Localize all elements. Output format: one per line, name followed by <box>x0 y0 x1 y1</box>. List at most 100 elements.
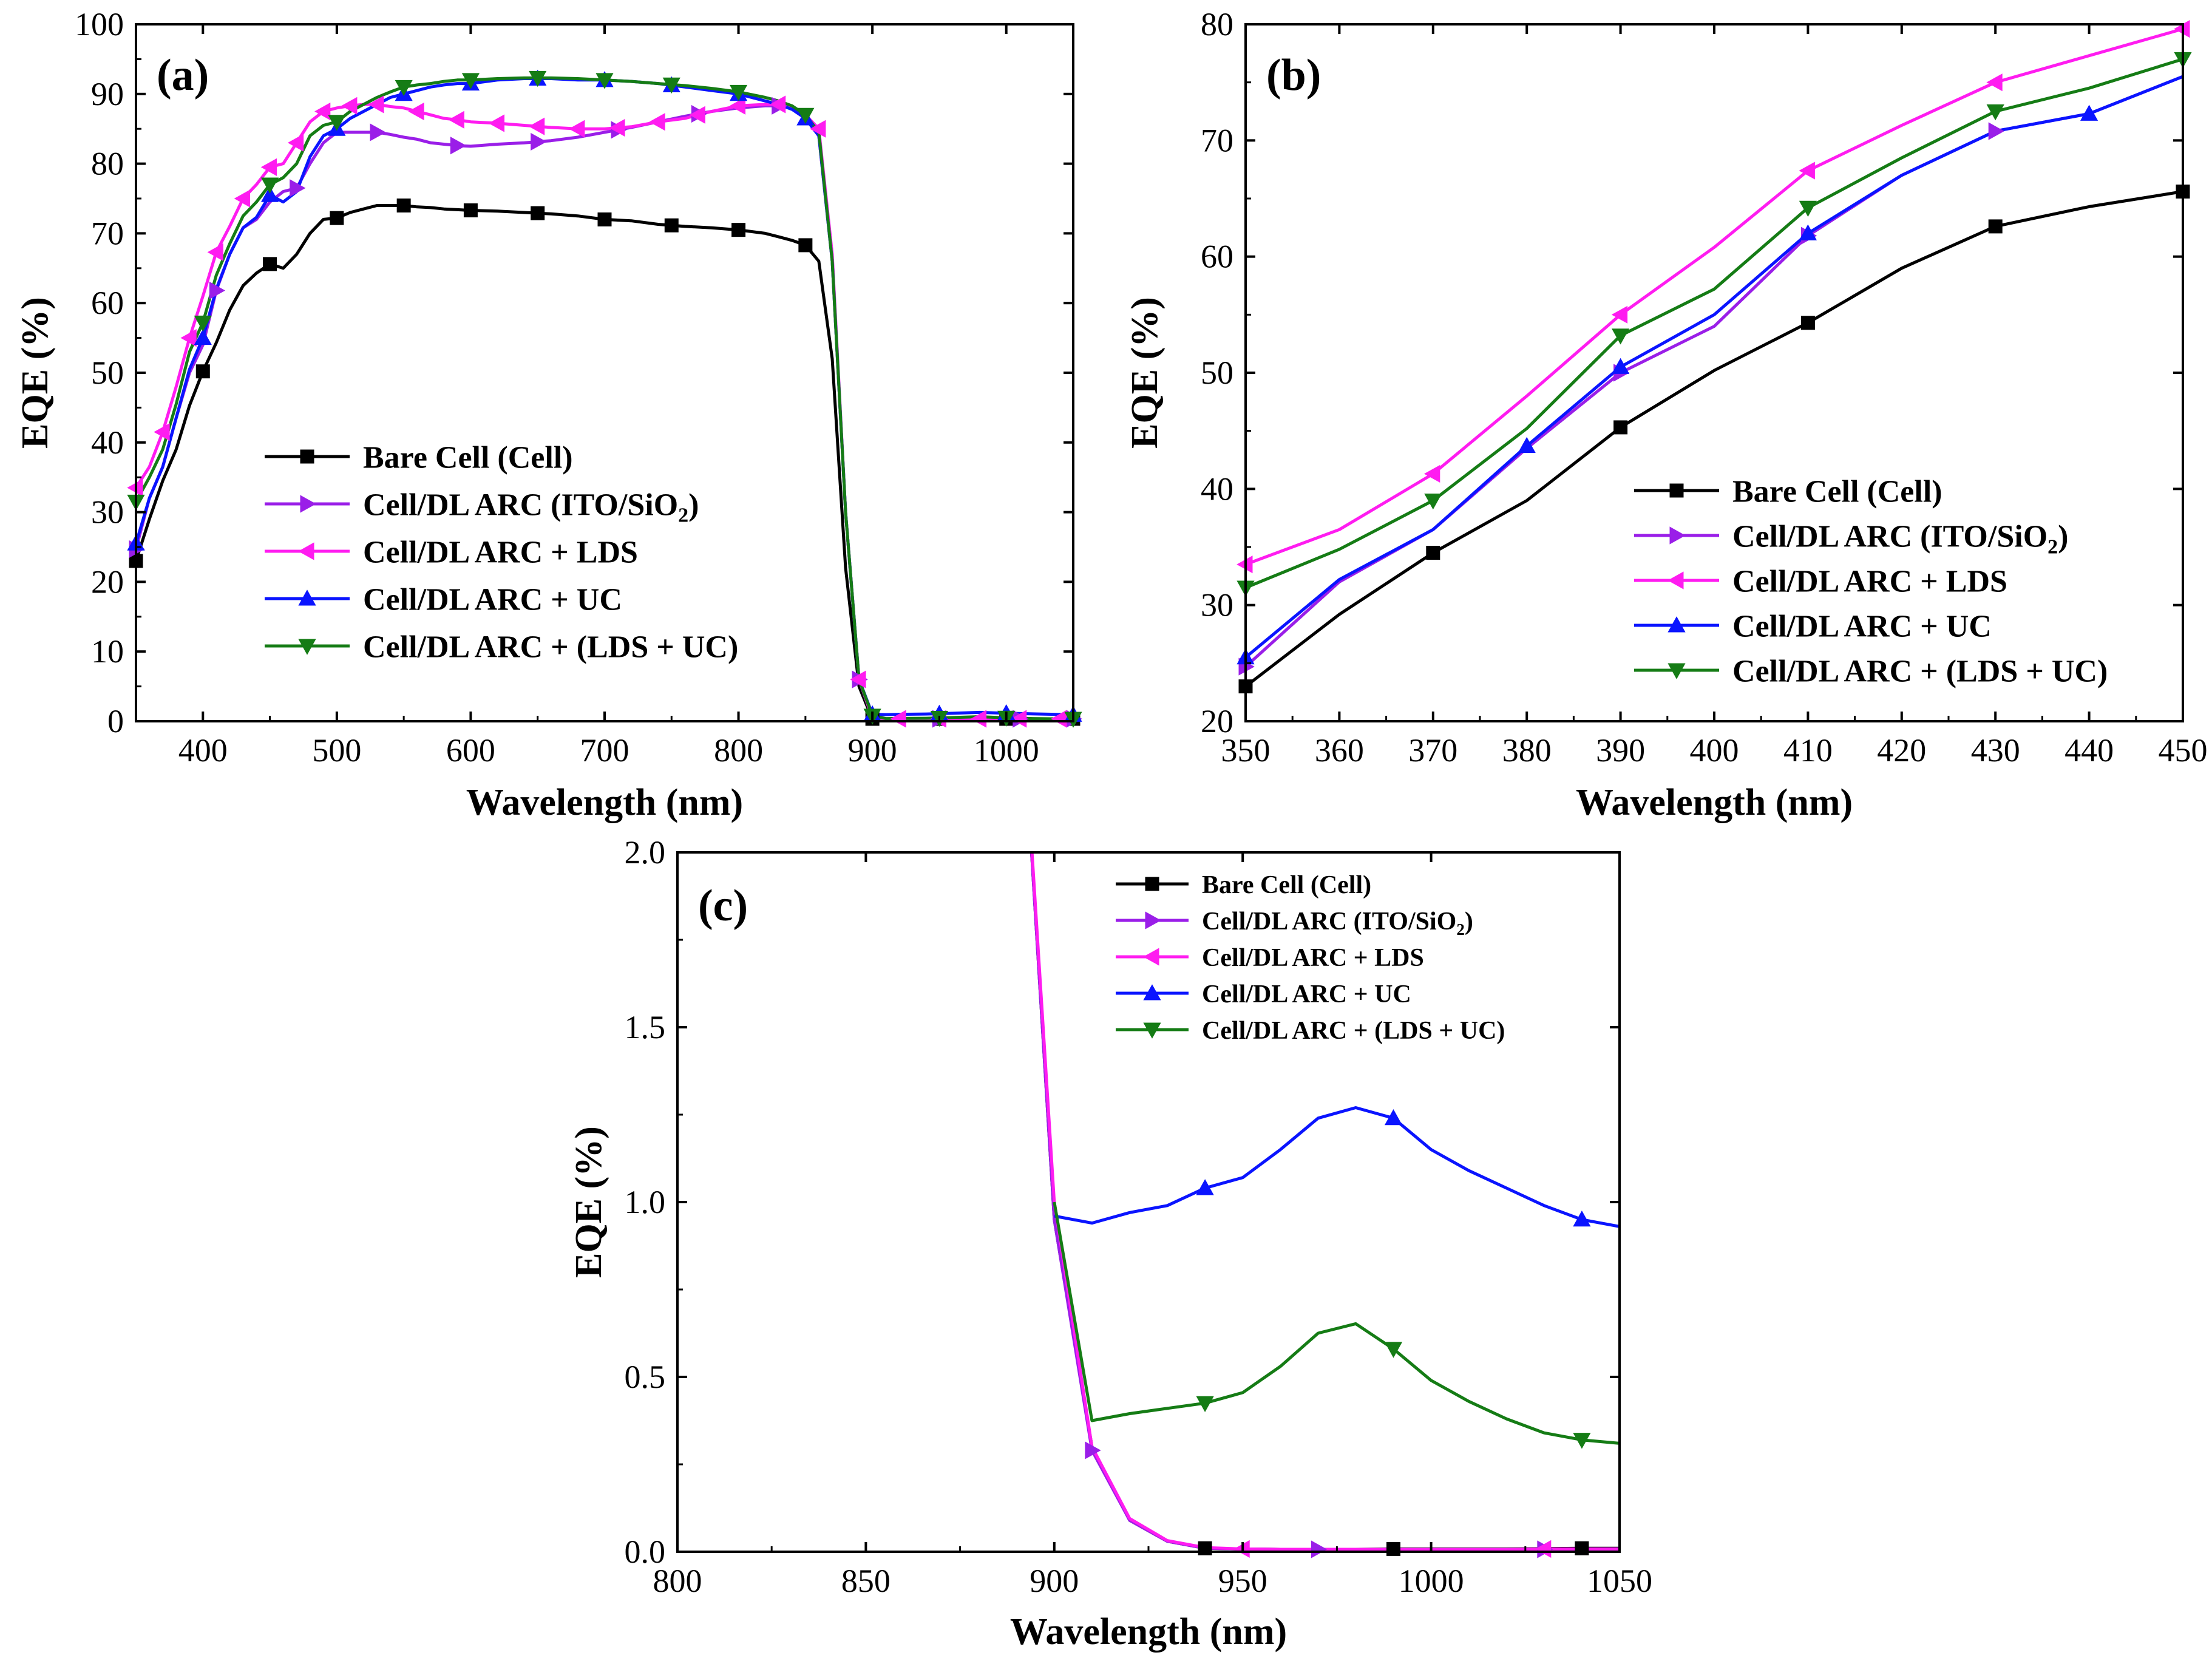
panel-b-y-tick-label: 40 <box>1201 471 1233 507</box>
panel-a-series-lds-marker <box>287 134 304 152</box>
panel-a-series-lds-marker <box>970 710 987 728</box>
panel-a-y-tick-label: 0 <box>107 703 124 739</box>
panel-c-series-uc-marker <box>1196 1179 1214 1195</box>
panel-b-x-axis-title: Wavelength (nm) <box>1576 782 1853 823</box>
panel-a-eqe-full-range: 400 500 600 700 800 900 1000 0 10 20 30 40 50 60 70 80 9… <box>15 6 1082 823</box>
panel-c-series-ldsuc-line <box>1053 1201 1620 1445</box>
panel-a-legend-marker-ldsuc <box>298 639 316 655</box>
panel-a-series-arc-marker <box>209 281 226 300</box>
panel-c-x-tick-label: 1000 <box>1399 1563 1464 1599</box>
panel-c-legend-label-arc: Cell/DL ARC (ITO/SiO2) <box>1202 908 1473 939</box>
panel-a-legend-marker-bare <box>300 449 314 464</box>
panel-c-y-tick-label: 2.0 <box>625 834 666 871</box>
panel-b-series-uc-marker <box>1518 437 1536 454</box>
panel-a-series-bare-marker <box>463 203 478 218</box>
panel-a-series-bare-marker <box>263 257 277 271</box>
panel-a-y-tick-label: 50 <box>91 355 124 391</box>
panel-a-series-arc-marker <box>370 123 386 141</box>
panel-c-series-bare-marker <box>1386 1541 1401 1556</box>
panel-a-series-lds-marker <box>260 158 277 176</box>
panel-a-x-axis-title: Wavelength (nm) <box>466 782 743 823</box>
panel-b-x-tick-label: 350 <box>1221 732 1271 769</box>
panel-c-legend-marker-bare <box>1145 877 1159 891</box>
panel-b-x-tick-label: 380 <box>1502 732 1552 769</box>
panel-a-y-tick-label: 90 <box>91 76 124 112</box>
panel-c-series-arc-marker <box>1085 1441 1101 1459</box>
panel-a-x-tick-label: 500 <box>312 732 361 769</box>
panel-c-series-ldsuc-marker <box>1384 1342 1403 1358</box>
panel-b-series-ldsuc-marker <box>1424 493 1442 510</box>
panel-c-y-tick-label: 0.0 <box>625 1534 666 1570</box>
panel-a-legend-label-bare: Bare Cell (Cell) <box>363 441 573 475</box>
panel-a-series-ldsuc-marker <box>796 107 815 124</box>
panel-c-legend-marker-arc <box>1145 911 1161 929</box>
panel-b-label: (b) <box>1266 50 1321 100</box>
panel-b-x-tick-label: 450 <box>2159 732 2208 769</box>
panel-a-series-lds-marker <box>488 114 505 132</box>
panel-c-series-ldsuc-marker <box>1196 1396 1214 1412</box>
panel-a-series-lds-marker <box>154 423 170 441</box>
panel-c-series-uc-line <box>1054 1106 1620 1228</box>
panel-a-y-tick-label: 70 <box>91 215 124 251</box>
panel-c-legend-marker-uc <box>1143 984 1161 1001</box>
panel-c-series-arc-marker <box>1311 1540 1328 1558</box>
panel-a-series-ldsuc-line <box>136 76 1073 721</box>
panel-b-series-uc-line <box>1246 75 2183 659</box>
panel-a-legend-label-lds: Cell/DL ARC + LDS <box>363 535 638 570</box>
panel-a-series-lds-marker <box>314 102 331 121</box>
panel-b-x-tick-label: 360 <box>1315 732 1364 769</box>
panel-b-x-tick-label: 390 <box>1596 732 1645 769</box>
panel-c-legend-marker-lds <box>1143 948 1159 966</box>
panel-a-series-lds-marker <box>850 670 866 688</box>
panel-a-y-tick-label: 100 <box>75 6 124 42</box>
panel-b-series-ldsuc-marker <box>1986 104 2004 121</box>
panel-a-series-lds-marker <box>448 110 464 129</box>
panel-b-series-lds-marker <box>1986 73 2003 92</box>
panel-a-y-axis-title: EQE (%) <box>15 297 56 449</box>
panel-b-legend-marker-arc <box>1669 526 1686 545</box>
panel-a-series-arc-marker <box>450 137 467 155</box>
panel-a-y-tick-label: 20 <box>91 563 124 600</box>
panel-b-series-ldsuc-line <box>1246 58 2183 589</box>
panel-a-series-bare-marker <box>597 212 612 226</box>
panel-b-legend-label-arc: Cell/DL ARC (ITO/SiO2) <box>1732 520 2068 559</box>
panel-a-series-lds-marker <box>729 97 746 115</box>
panel-a-series-ldsuc-marker <box>729 84 748 101</box>
panel-b-legend-marker-bare <box>1669 483 1684 498</box>
panel-a-series-lds-marker <box>689 106 705 124</box>
panel-a-y-tick-label: 80 <box>91 146 124 182</box>
panel-b-y-axis-title: EQE (%) <box>1124 297 1165 449</box>
panel-a-series-ldsuc-marker <box>461 73 480 89</box>
panel-a-legend-marker-uc <box>298 589 316 606</box>
panel-c-series-lds-marker <box>1535 1540 1552 1558</box>
panel-b-series-bare-marker <box>1800 316 1815 330</box>
panel-b-legend-marker-ldsuc <box>1667 663 1686 679</box>
panel-c-legend-label-lds: Cell/DL ARC + LDS <box>1202 944 1424 972</box>
panel-b-legend-marker-uc <box>1667 616 1686 633</box>
panel-a-legend-label-arc: Cell/DL ARC (ITO/SiO2) <box>363 488 699 527</box>
panel-a-series-uc-marker <box>194 328 212 345</box>
panel-a-series-lds-marker <box>368 95 384 114</box>
panel-a-series-ldsuc-marker <box>395 80 413 97</box>
panel-a-y-tick-label: 10 <box>91 633 124 670</box>
panel-c-y-tick-label: 1.0 <box>625 1184 666 1220</box>
panel-b-y-tick-label: 20 <box>1201 703 1233 739</box>
panel-c-y-tick-label: 1.5 <box>625 1009 666 1045</box>
panel-b-y-tick-label: 70 <box>1201 122 1233 158</box>
panel-c-series-ldsuc-marker <box>1573 1433 1591 1449</box>
panel-c-x-tick-label: 800 <box>653 1563 702 1599</box>
panel-a-x-tick-label: 900 <box>848 732 897 769</box>
panel-b-x-tick-label: 420 <box>1877 732 1926 769</box>
panel-a-y-tick-label: 40 <box>91 424 124 461</box>
panel-c-legend-marker-ldsuc <box>1143 1022 1161 1039</box>
panel-c-x-tick-label: 900 <box>1030 1563 1079 1599</box>
panel-b-series-bare-marker <box>1613 420 1628 435</box>
panel-c-x-axis-title: Wavelength (nm) <box>1010 1611 1287 1653</box>
panel-a-series-bare-marker <box>664 218 679 233</box>
panel-a-series-bare-marker <box>330 211 344 225</box>
panel-b-legend-label-bare: Bare Cell (Cell) <box>1732 475 1942 509</box>
panel-b-legend-label-ldsuc: Cell/DL ARC + (LDS + UC) <box>1732 654 2108 689</box>
panel-a-series-lds-marker <box>408 102 424 121</box>
panel-b-series-bare-marker <box>1426 546 1440 560</box>
